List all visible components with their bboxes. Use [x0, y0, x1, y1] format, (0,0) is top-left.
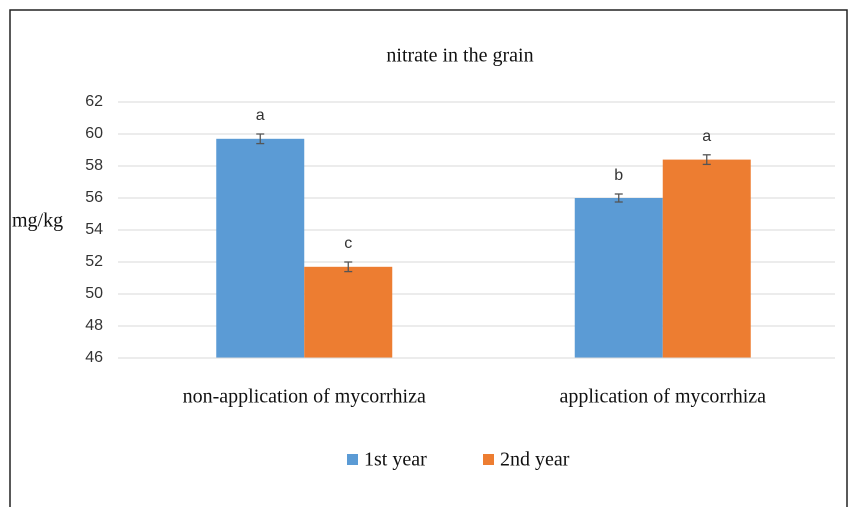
y-tick-label: 60	[85, 125, 103, 142]
x-tick-label: application of mycorrhiza	[559, 386, 766, 408]
y-tick-label: 50	[85, 285, 103, 302]
legend-swatch	[483, 454, 494, 465]
annotation: a	[256, 107, 265, 124]
bar	[216, 138, 305, 358]
y-tick-label: 56	[85, 189, 103, 206]
chart-title: nitrate in the grain	[386, 45, 533, 67]
x-tick-label: non-application of mycorrhiza	[183, 386, 426, 408]
y-tick-label: 62	[85, 93, 103, 110]
legend-label: 2nd year	[500, 449, 570, 471]
bar	[574, 198, 663, 358]
y-tick-label: 58	[85, 157, 103, 174]
annotation: c	[344, 235, 352, 252]
y-tick-label: 46	[85, 349, 103, 366]
annotation: a	[702, 128, 711, 145]
y-axis-label: mg/kg	[12, 210, 63, 232]
chart-frame	[9, 9, 848, 507]
y-tick-label: 52	[85, 253, 103, 270]
y-tick-label: 48	[85, 317, 103, 334]
legend-label: 1st year	[364, 449, 427, 471]
bar	[304, 266, 393, 358]
annotation: b	[614, 167, 623, 184]
y-tick-label: 54	[85, 221, 103, 238]
legend-swatch	[347, 454, 358, 465]
bar	[662, 159, 751, 358]
